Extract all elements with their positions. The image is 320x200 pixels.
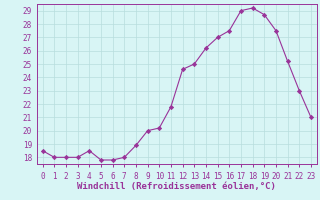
X-axis label: Windchill (Refroidissement éolien,°C): Windchill (Refroidissement éolien,°C) — [77, 182, 276, 191]
